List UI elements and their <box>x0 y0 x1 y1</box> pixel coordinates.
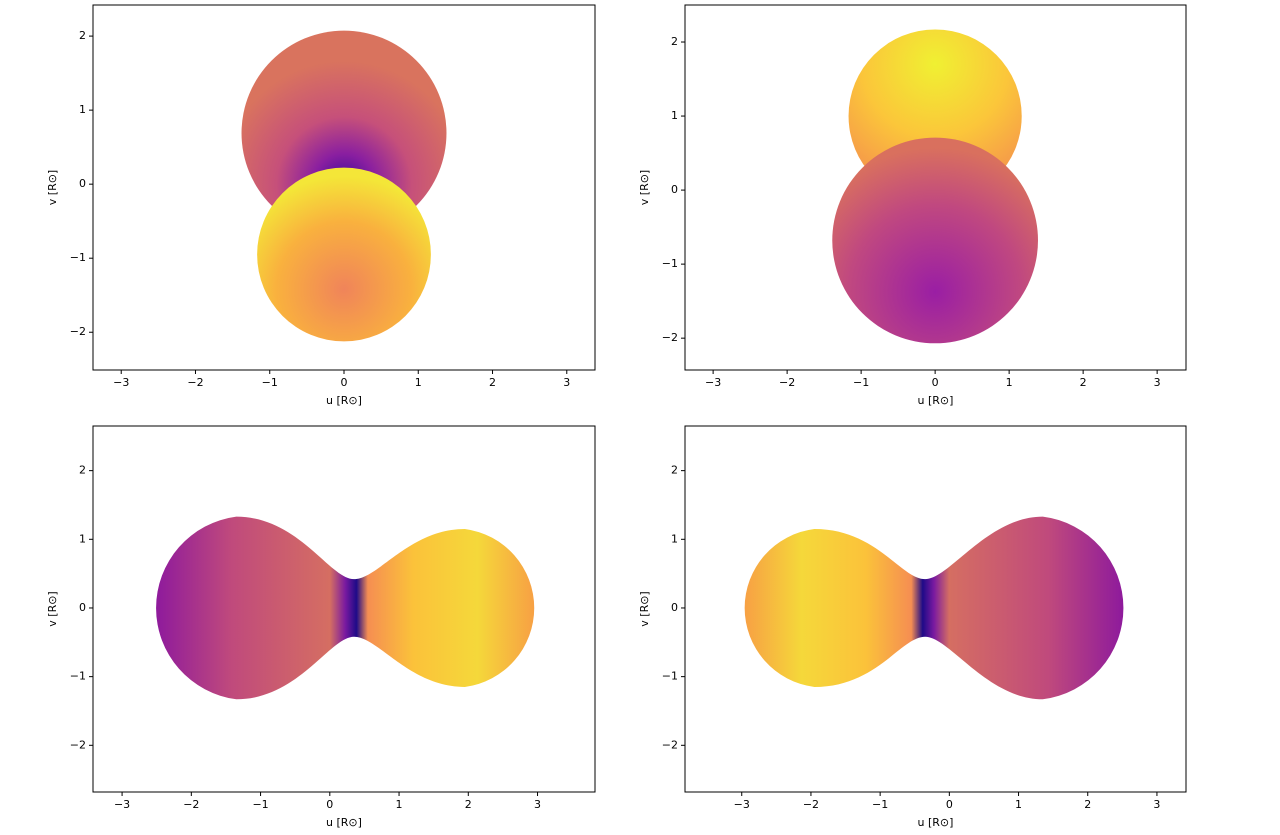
y-tick-label: −2 <box>662 738 678 751</box>
x-axis-label: u [R⊙] <box>326 816 362 829</box>
contact-binary <box>744 516 1124 700</box>
x-tick-label: −2 <box>183 798 199 811</box>
y-tick-label: −1 <box>662 257 678 270</box>
x-tick-label: −3 <box>734 798 750 811</box>
contact-binary <box>156 516 535 700</box>
y-tick-label: −2 <box>662 331 678 344</box>
y-tick-label: 2 <box>671 464 678 477</box>
star <box>832 137 1038 344</box>
star <box>257 167 431 342</box>
plot-frame <box>92 425 596 793</box>
y-tick-label: −1 <box>70 670 86 683</box>
y-axis-label: v [R⊙] <box>46 170 59 205</box>
y-tick-label: 1 <box>671 109 678 122</box>
x-tick-label: 0 <box>341 376 348 389</box>
panel: −3 −2 −1 0 1 2 3 −2 −1 0 1 2 u [R⊙] v [R⊙] <box>638 425 1187 829</box>
x-tick-label: 1 <box>1006 376 1013 389</box>
x-tick-label: −1 <box>853 376 869 389</box>
y-tick-label: 0 <box>671 601 678 614</box>
x-tick-label: 2 <box>1080 376 1087 389</box>
x-tick-label: 2 <box>489 376 496 389</box>
x-tick-label: 3 <box>563 376 570 389</box>
x-axis-label: u [R⊙] <box>326 394 362 407</box>
x-tick-label: 2 <box>465 798 472 811</box>
y-tick-label: 2 <box>79 29 86 42</box>
x-tick-label: 3 <box>534 798 541 811</box>
x-axis-label: u [R⊙] <box>918 816 954 829</box>
x-tick-label: −2 <box>779 376 795 389</box>
x-tick-label: −3 <box>705 376 721 389</box>
star <box>241 30 447 236</box>
x-tick-label: −1 <box>252 798 268 811</box>
x-tick-label: −1 <box>872 798 888 811</box>
x-tick-label: −2 <box>187 376 203 389</box>
panel: −3 −2 −1 0 1 2 3 −2 −1 0 1 2 u [R⊙] v [R⊙] <box>46 4 596 407</box>
y-tick-label: −1 <box>662 670 678 683</box>
y-tick-label: 2 <box>79 464 86 477</box>
x-axis-label: u [R⊙] <box>918 394 954 407</box>
x-tick-label: −2 <box>803 798 819 811</box>
plot-frame <box>684 425 1187 793</box>
x-tick-label: 0 <box>932 376 939 389</box>
y-tick-label: 1 <box>79 532 86 545</box>
x-tick-label: −3 <box>114 798 130 811</box>
x-tick-label: 1 <box>1015 798 1022 811</box>
x-tick-label: 1 <box>396 798 403 811</box>
y-tick-label: 1 <box>79 103 86 116</box>
y-axis-label: v [R⊙] <box>46 591 59 626</box>
x-tick-label: 0 <box>946 798 953 811</box>
y-tick-label: 0 <box>79 601 86 614</box>
x-tick-label: 3 <box>1154 376 1161 389</box>
panel: −3 −2 −1 0 1 2 3 −2 −1 0 1 2 u [R⊙] v [R⊙] <box>46 425 596 829</box>
y-tick-label: 0 <box>671 183 678 196</box>
x-tick-label: 1 <box>415 376 422 389</box>
y-tick-label: 1 <box>671 532 678 545</box>
y-tick-label: −2 <box>70 738 86 751</box>
x-tick-label: 3 <box>1153 798 1160 811</box>
y-axis-label: v [R⊙] <box>638 591 651 626</box>
y-tick-label: 0 <box>79 177 86 190</box>
y-axis-label: v [R⊙] <box>638 170 651 205</box>
y-tick-label: 2 <box>671 35 678 48</box>
y-tick-label: −1 <box>70 251 86 264</box>
x-tick-label: 2 <box>1084 798 1091 811</box>
x-tick-label: −1 <box>262 376 278 389</box>
x-tick-label: −3 <box>113 376 129 389</box>
y-tick-label: −2 <box>70 325 86 338</box>
panel: −3 −2 −1 0 1 2 3 −2 −1 0 1 2 u [R⊙] v [R⊙] <box>638 4 1187 407</box>
x-tick-label: 0 <box>326 798 333 811</box>
